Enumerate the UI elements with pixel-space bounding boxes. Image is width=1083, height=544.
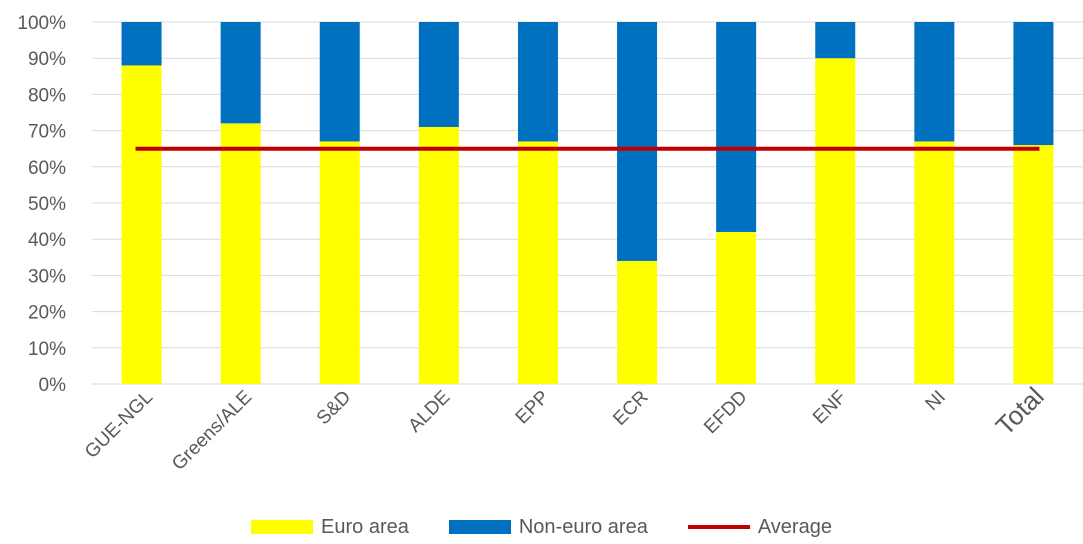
bar-segment-euro-area — [716, 232, 756, 384]
stacked-bar-chart: 0% 10% 20% 30% 40% 50% 60% 70% 80% 90% 100% GUE-NG… — [0, 0, 1083, 510]
x-axis-ticks: GUE-NGL Greens/ALE S&D ALDE EPP ECR EFDD ENF NI T… — [81, 381, 1050, 475]
bar-segment-euro-area — [320, 141, 360, 384]
y-tick-label: 10% — [28, 339, 66, 360]
bar-segment-euro-area — [122, 65, 162, 384]
legend-swatch-average — [688, 525, 750, 529]
y-tick-label: 20% — [28, 303, 66, 324]
x-tick-label: GUE-NGL — [81, 387, 157, 463]
bar-segment-non-euro-area — [914, 22, 954, 141]
x-tick-label: ENF — [809, 387, 851, 429]
x-tick-label: S&D — [313, 387, 355, 429]
legend-label-average: Average — [758, 516, 832, 539]
legend-swatch-non-euro-area — [449, 520, 511, 534]
bar-segment-euro-area — [1013, 145, 1053, 384]
bar-segment-euro-area — [419, 127, 459, 384]
bar-segment-euro-area — [815, 58, 855, 384]
x-tick-label: ALDE — [404, 387, 454, 437]
x-tick-label: Total — [990, 381, 1050, 441]
y-tick-label: 40% — [28, 230, 66, 251]
legend: Euro area Non-euro area Average — [0, 512, 1083, 542]
y-axis-ticks: 0% 10% 20% 30% 40% 50% 60% 70% 80% 90% 100% — [17, 13, 66, 396]
bar-segment-non-euro-area — [518, 22, 558, 141]
y-tick-label: 0% — [39, 375, 67, 396]
x-tick-label: ECR — [609, 387, 652, 430]
bar-segment-euro-area — [518, 141, 558, 384]
bar-segment-non-euro-area — [617, 22, 657, 261]
y-tick-label: 100% — [17, 13, 66, 34]
x-tick-label: Greens/ALE — [168, 387, 256, 475]
legend-label-non-euro-area: Non-euro area — [519, 516, 648, 539]
bar-segment-non-euro-area — [716, 22, 756, 232]
bar-segment-non-euro-area — [1013, 22, 1053, 145]
legend-swatch-euro-area — [251, 520, 313, 534]
legend-item-euro-area: Euro area — [251, 516, 409, 539]
y-tick-label: 70% — [28, 122, 66, 143]
bar-segment-non-euro-area — [221, 22, 261, 123]
legend-item-non-euro-area: Non-euro area — [449, 516, 648, 539]
bar-segment-non-euro-area — [815, 22, 855, 58]
legend-item-average: Average — [688, 516, 832, 539]
bar-segment-euro-area — [221, 123, 261, 384]
bar-segment-euro-area — [914, 141, 954, 384]
y-tick-label: 50% — [28, 194, 66, 215]
y-tick-label: 30% — [28, 266, 66, 287]
y-tick-label: 80% — [28, 85, 66, 106]
y-tick-label: 60% — [28, 158, 66, 179]
x-tick-label: NI — [922, 387, 950, 415]
bar-segment-non-euro-area — [122, 22, 162, 65]
x-tick-label: EPP — [512, 387, 554, 429]
y-tick-label: 90% — [28, 49, 66, 70]
bar-segment-euro-area — [617, 261, 657, 384]
x-tick-label: EFDD — [700, 387, 751, 438]
bar-segment-non-euro-area — [320, 22, 360, 141]
bar-segment-non-euro-area — [419, 22, 459, 127]
legend-label-euro-area: Euro area — [321, 516, 409, 539]
